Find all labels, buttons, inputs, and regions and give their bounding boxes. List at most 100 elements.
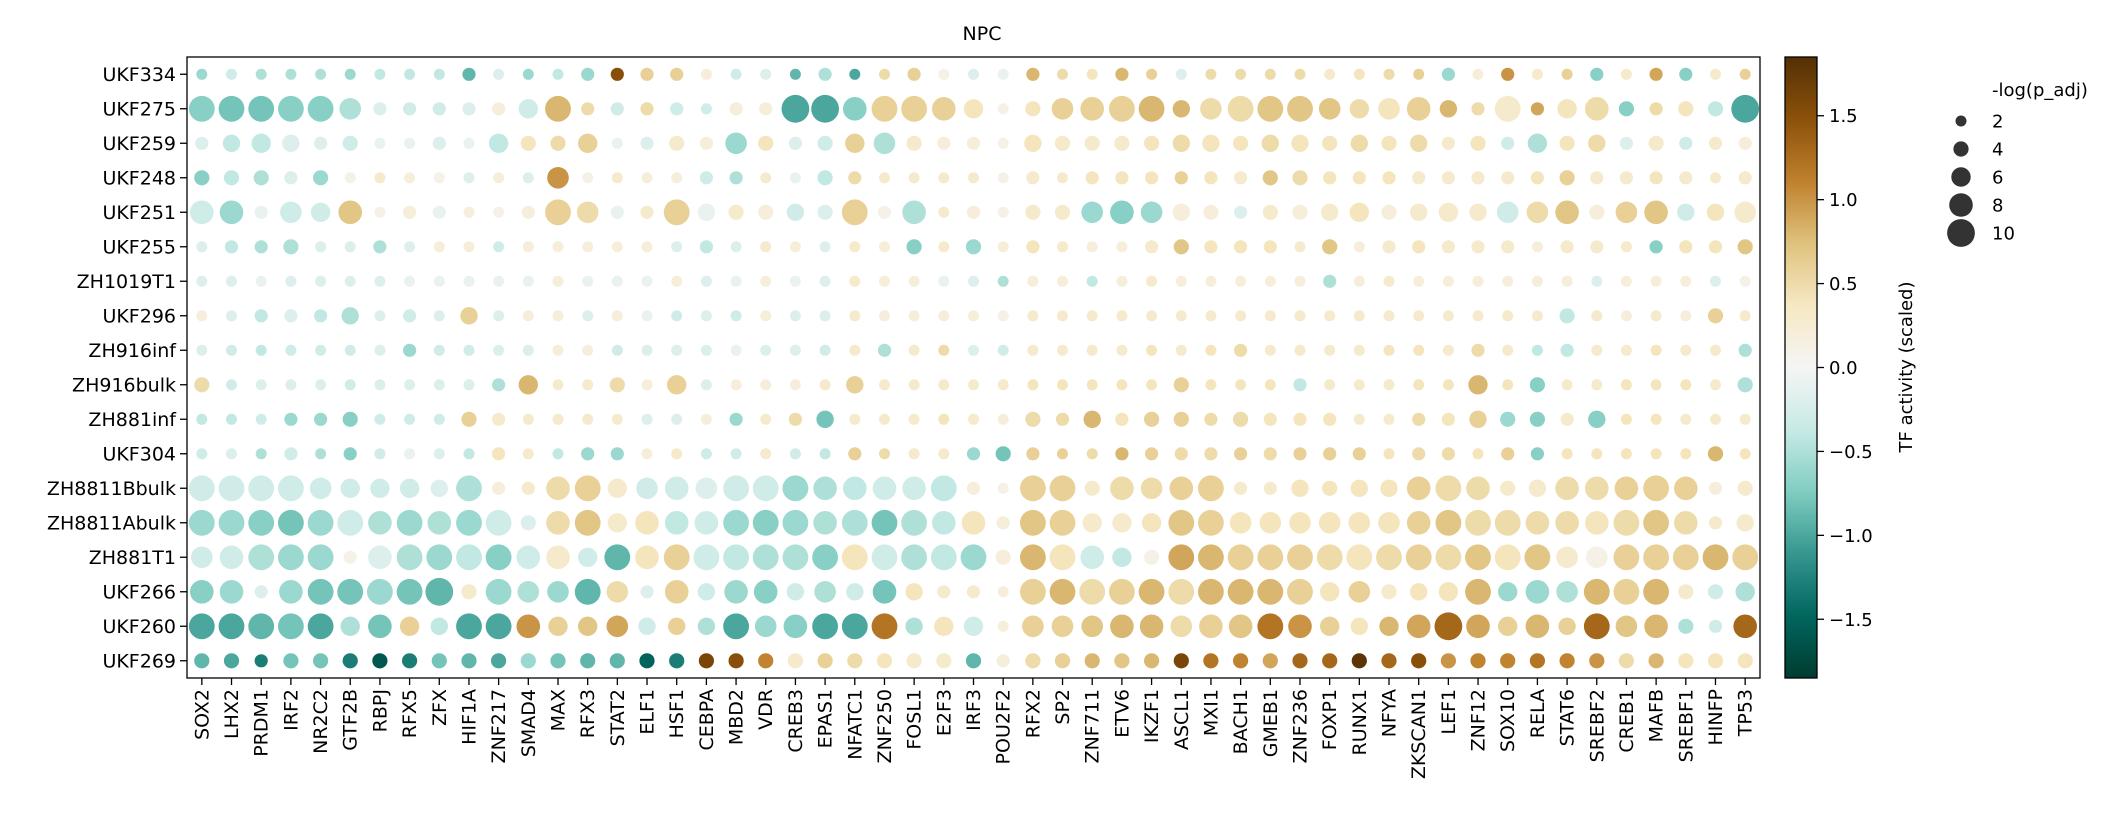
dot [906,135,922,151]
dot [1500,411,1516,427]
dot [1227,95,1254,122]
dot [492,102,506,116]
dot [1383,448,1395,460]
dot [372,653,388,669]
dot [1494,509,1521,536]
column-label: EPAS1 [815,689,837,748]
dot [578,547,598,567]
dot [1323,447,1337,461]
dot [1146,344,1158,356]
dot [1435,509,1462,536]
dot [1376,544,1402,571]
dot [492,481,506,495]
dot [1350,479,1369,497]
dot [610,67,624,81]
dot [226,344,237,356]
dot [1494,544,1521,571]
dot [285,344,297,356]
dot [521,205,535,219]
dot [461,411,477,427]
dot [1141,513,1162,533]
dot [905,617,923,635]
dot [1235,275,1247,287]
dot [1024,134,1042,152]
dot [1502,379,1514,391]
dot [492,378,506,392]
column-label: IRF3 [963,689,985,731]
dot [307,613,334,640]
dot [1175,68,1187,80]
colorbar-tick-label: 1.5 [1829,106,1858,127]
dot [1674,511,1698,535]
dot [520,135,536,151]
dot [847,653,863,669]
dot [404,68,416,80]
dot [1737,377,1753,393]
dot [493,206,505,218]
dot [1086,379,1098,391]
dot [760,344,772,356]
column-label: POU2F2 [993,689,1015,764]
dot [373,240,387,254]
dot [1707,653,1724,669]
dot [219,580,244,604]
dot [404,137,416,149]
dot [1116,379,1128,391]
dot [937,585,951,599]
dot [1025,204,1041,220]
dot [817,170,833,186]
dot [1263,481,1277,495]
dot [1529,377,1545,393]
dot [1650,379,1662,391]
column-label: ASCL1 [1171,689,1193,750]
dot [753,580,778,604]
dot [667,375,687,395]
dot [639,653,655,669]
dot [1708,619,1723,633]
dot [811,94,839,123]
dot [1381,584,1397,600]
dot [1613,509,1640,536]
dot [226,310,237,322]
dot [1145,240,1159,254]
dot [1710,172,1721,184]
dot [1442,310,1454,322]
dot [1471,343,1485,357]
dot [488,133,509,153]
dot [1650,413,1662,425]
dot [1383,68,1395,80]
dot [283,653,299,669]
dot [937,136,951,150]
dot [1020,509,1046,536]
dot [1057,241,1068,253]
dot [581,447,595,461]
dot [1556,546,1578,569]
dot [1677,203,1695,221]
dot [730,310,742,322]
dot [518,99,538,119]
dot [1707,584,1724,600]
dot [1172,134,1191,152]
dot [1502,310,1514,322]
dot [1262,170,1278,186]
dot [879,275,890,287]
dot [1644,614,1668,639]
colorbar-ticks: 1.5 1.0 0.5 0.0 −0.5 −1.0 −1.5 [1817,106,1873,631]
dot [1680,413,1692,425]
dot [812,613,838,640]
dot [1320,582,1340,602]
dot [1710,413,1721,425]
dot [278,475,304,502]
dot [841,544,868,571]
dot [1672,544,1699,571]
dot [1227,544,1254,571]
dot [786,203,805,221]
dot [1292,653,1308,669]
chart-title: NPC [963,23,1002,45]
dot [789,241,801,253]
dot [1057,275,1068,287]
dot [374,448,386,460]
dot [255,413,267,425]
dot [1234,481,1248,495]
dot [1293,378,1307,392]
